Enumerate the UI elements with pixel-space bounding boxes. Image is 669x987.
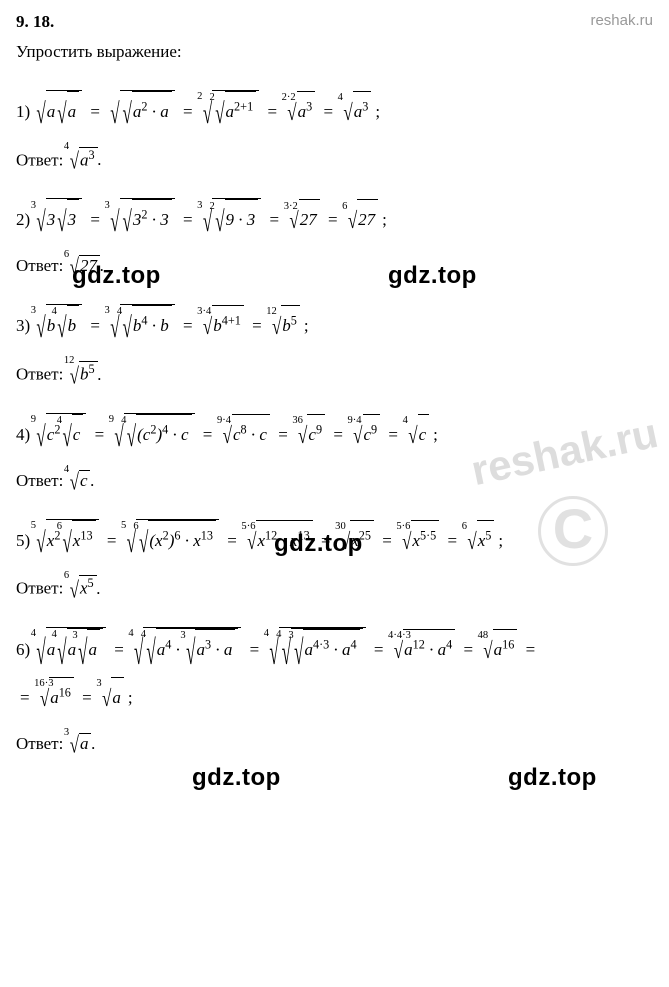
item-4: 4) 9√c24√c = 9√4√(c2)4 · c = 9·4√c8 · c …: [16, 413, 653, 456]
item-1-math: √a√a = √√a2 · a = 2√2√a2+1 = 2·2√a3 = 4√…: [34, 102, 384, 121]
item-4-answer: Ответ: 4√c.: [16, 470, 653, 491]
watermark-gdz: gdz.top: [508, 764, 597, 792]
watermark-gdz: gdz.top: [192, 764, 281, 792]
answer-label: Ответ:: [16, 365, 63, 384]
item-3-answer: Ответ: 12√b5.: [16, 361, 653, 385]
item-6-math: 4√a4√a3√a = 4√4√a4 · 3√a3 · a = 4√4√3√a4…: [34, 640, 539, 659]
item-5-answer: Ответ: 6√x5.: [16, 575, 653, 599]
item-number: 5): [16, 531, 30, 550]
item-2-math: 3√3√3 = 3√√32 · 3 = 3√2√9 · 3 = 3·2√27 =…: [34, 210, 390, 229]
item-number: 1): [16, 102, 30, 121]
item-4-answer-math: 4√c.: [68, 471, 95, 490]
instruction: Упростить выражение:: [16, 42, 653, 62]
item-1: 1) √a√a = √√a2 · a = 2√2√a2+1 = 2·2√a3 =…: [16, 90, 653, 133]
answer-label: Ответ:: [16, 579, 63, 598]
item-1-answer-math: 4√a3.: [68, 150, 102, 169]
item-5: 5) 5√x26√x13 = 5√6√(x2)6 · x13 = 5·6√x12…: [16, 519, 653, 562]
item-2-answer-math: 6√27.: [68, 256, 105, 275]
item-number: 4): [16, 425, 30, 444]
item-2: 2) 3√3√3 = 3√√32 · 3 = 3√2√9 · 3 = 3·2√2…: [16, 198, 653, 241]
item-5-math: 5√x26√x13 = 5√6√(x2)6 · x13 = 5·6√x12 · …: [34, 531, 507, 550]
item-number: 3): [16, 316, 30, 335]
item-6-cont: = 16·3√a16 = 3√a;: [16, 677, 653, 719]
item-3-answer-math: 12√b5.: [68, 365, 102, 384]
item-5-answer-math: 6√x5.: [68, 579, 101, 598]
item-4-math: 9√c24√c = 9√4√(c2)4 · c = 9·4√c8 · c = 3…: [34, 425, 441, 444]
item-3-math: 3√b4√b = 3√4√b4 · b = 3·4√b4+1 = 12√b5;: [34, 316, 312, 335]
item-number: 2): [16, 210, 30, 229]
answer-label: Ответ:: [16, 256, 63, 275]
site-label: reshak.ru: [590, 12, 653, 29]
item-1-answer: Ответ: 4√a3.: [16, 147, 653, 171]
item-2-answer: Ответ: 6√27.: [16, 255, 653, 276]
answer-label: Ответ:: [16, 734, 63, 753]
answer-label: Ответ:: [16, 150, 63, 169]
answer-label: Ответ:: [16, 471, 63, 490]
problem-number: 9. 18.: [16, 12, 653, 32]
item-6: 6) 4√a4√a3√a = 4√4√a4 · 3√a3 · a = 4√4√3…: [16, 627, 653, 671]
item-6-answer: Ответ: 3√a.: [16, 733, 653, 754]
item-6-answer-math: 3√a.: [68, 734, 96, 753]
item-3: 3) 3√b4√b = 3√4√b4 · b = 3·4√b4+1 = 12√b…: [16, 304, 653, 347]
item-number: 6): [16, 640, 30, 659]
item-6-math-cont: = 16·3√a16 = 3√a;: [16, 688, 137, 707]
